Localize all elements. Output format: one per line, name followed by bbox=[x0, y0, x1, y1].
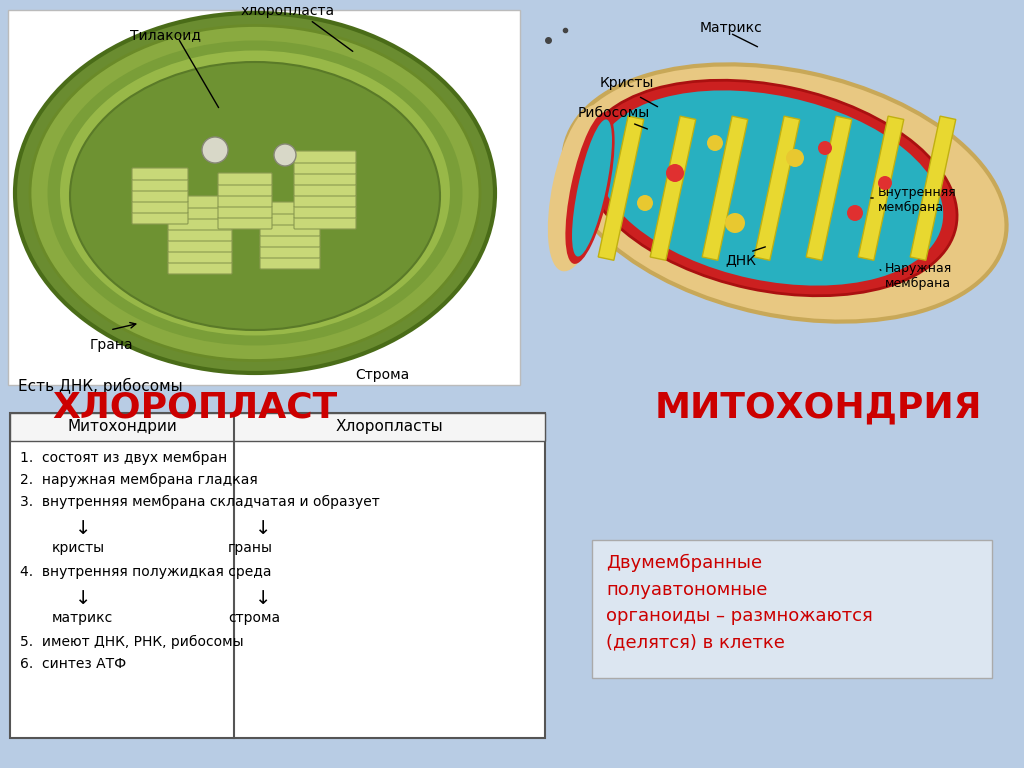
FancyBboxPatch shape bbox=[218, 217, 272, 229]
Text: 4.  внутренняя полужидкая среда: 4. внутренняя полужидкая среда bbox=[20, 565, 271, 579]
Ellipse shape bbox=[15, 13, 495, 373]
Text: Кристы: Кристы bbox=[600, 76, 654, 90]
Text: 6.  синтез АТФ: 6. синтез АТФ bbox=[20, 657, 126, 671]
FancyBboxPatch shape bbox=[294, 195, 356, 207]
Text: Тилакоид: Тилакоид bbox=[130, 28, 201, 42]
Bar bbox=[598, 116, 644, 260]
Bar bbox=[858, 116, 904, 260]
Circle shape bbox=[202, 137, 228, 163]
Ellipse shape bbox=[597, 91, 943, 286]
FancyBboxPatch shape bbox=[168, 207, 232, 219]
Text: Двумембранные
полуавтономные
органоиды – размножаются
(делятся) в клетке: Двумембранные полуавтономные органоиды –… bbox=[606, 554, 872, 651]
FancyBboxPatch shape bbox=[132, 190, 188, 202]
Text: Есть ДНК, рибосомы: Есть ДНК, рибосомы bbox=[18, 378, 182, 394]
Text: ↓: ↓ bbox=[255, 519, 271, 538]
Bar bbox=[910, 116, 955, 260]
Text: 3.  внутренняя мембрана складчатая и образует: 3. внутренняя мембрана складчатая и обра… bbox=[20, 495, 380, 509]
FancyBboxPatch shape bbox=[132, 201, 188, 213]
FancyBboxPatch shape bbox=[168, 240, 232, 252]
FancyBboxPatch shape bbox=[294, 217, 356, 229]
Bar bbox=[755, 116, 800, 260]
FancyBboxPatch shape bbox=[132, 212, 188, 224]
Ellipse shape bbox=[60, 51, 450, 336]
Text: Рибосомы: Рибосомы bbox=[578, 106, 650, 120]
FancyBboxPatch shape bbox=[294, 206, 356, 218]
Text: Оболочка
хлоропласта: Оболочка хлоропласта bbox=[241, 0, 335, 18]
Text: Митохондрии: Митохондрии bbox=[68, 419, 177, 435]
Ellipse shape bbox=[30, 25, 480, 360]
Circle shape bbox=[666, 164, 684, 182]
FancyBboxPatch shape bbox=[218, 195, 272, 207]
Ellipse shape bbox=[70, 62, 440, 330]
Text: Грана: Грана bbox=[90, 338, 133, 352]
FancyBboxPatch shape bbox=[168, 229, 232, 241]
FancyBboxPatch shape bbox=[132, 179, 188, 191]
Ellipse shape bbox=[583, 80, 957, 296]
FancyBboxPatch shape bbox=[294, 184, 356, 196]
FancyBboxPatch shape bbox=[294, 151, 356, 163]
Text: граны: граны bbox=[228, 541, 273, 555]
FancyBboxPatch shape bbox=[168, 251, 232, 263]
Text: Наружная
мембрана: Наружная мембрана bbox=[885, 262, 952, 290]
Text: ↓: ↓ bbox=[75, 519, 91, 538]
FancyBboxPatch shape bbox=[10, 413, 545, 738]
Bar bbox=[702, 116, 748, 260]
FancyBboxPatch shape bbox=[260, 202, 319, 214]
FancyBboxPatch shape bbox=[168, 262, 232, 274]
Text: Хлоропласты: Хлоропласты bbox=[336, 419, 443, 435]
Circle shape bbox=[878, 176, 892, 190]
Circle shape bbox=[725, 213, 745, 233]
FancyBboxPatch shape bbox=[168, 218, 232, 230]
Text: 5.  имеют ДНК, РНК, рибосомы: 5. имеют ДНК, РНК, рибосомы bbox=[20, 635, 244, 649]
Ellipse shape bbox=[548, 104, 612, 271]
FancyBboxPatch shape bbox=[10, 413, 545, 441]
Text: 2.  наружная мембрана гладкая: 2. наружная мембрана гладкая bbox=[20, 473, 258, 487]
FancyBboxPatch shape bbox=[294, 173, 356, 185]
FancyBboxPatch shape bbox=[260, 257, 319, 269]
FancyBboxPatch shape bbox=[592, 540, 992, 678]
Ellipse shape bbox=[563, 65, 1007, 322]
Text: ↓: ↓ bbox=[255, 589, 271, 608]
Text: Матрикс: Матрикс bbox=[700, 21, 763, 35]
FancyBboxPatch shape bbox=[260, 213, 319, 225]
FancyBboxPatch shape bbox=[218, 173, 272, 185]
Circle shape bbox=[786, 149, 804, 167]
Ellipse shape bbox=[565, 112, 614, 264]
Text: матрикс: матрикс bbox=[52, 611, 114, 625]
Text: Внутренняя
мембрана: Внутренняя мембрана bbox=[878, 186, 956, 214]
Circle shape bbox=[637, 195, 653, 211]
Circle shape bbox=[707, 135, 723, 151]
FancyBboxPatch shape bbox=[132, 168, 188, 180]
Text: МИТОХОНДРИЯ: МИТОХОНДРИЯ bbox=[655, 390, 982, 424]
FancyBboxPatch shape bbox=[260, 246, 319, 258]
Bar bbox=[806, 116, 852, 260]
FancyBboxPatch shape bbox=[294, 162, 356, 174]
Circle shape bbox=[818, 141, 831, 155]
Ellipse shape bbox=[47, 41, 463, 346]
Text: Строма: Строма bbox=[355, 368, 410, 382]
FancyBboxPatch shape bbox=[260, 235, 319, 247]
FancyBboxPatch shape bbox=[218, 206, 272, 218]
Text: ХЛОРОПЛАСТ: ХЛОРОПЛАСТ bbox=[52, 390, 337, 424]
Ellipse shape bbox=[572, 120, 612, 257]
Text: строма: строма bbox=[228, 611, 281, 625]
FancyBboxPatch shape bbox=[8, 10, 520, 385]
Text: ↓: ↓ bbox=[75, 589, 91, 608]
Circle shape bbox=[847, 205, 863, 221]
FancyBboxPatch shape bbox=[218, 184, 272, 196]
Text: кристы: кристы bbox=[52, 541, 105, 555]
FancyBboxPatch shape bbox=[260, 224, 319, 236]
Text: ДНК: ДНК bbox=[725, 253, 756, 267]
Text: 1.  состоят из двух мембран: 1. состоят из двух мембран bbox=[20, 451, 227, 465]
Bar bbox=[650, 116, 695, 260]
Circle shape bbox=[274, 144, 296, 166]
FancyBboxPatch shape bbox=[168, 196, 232, 208]
